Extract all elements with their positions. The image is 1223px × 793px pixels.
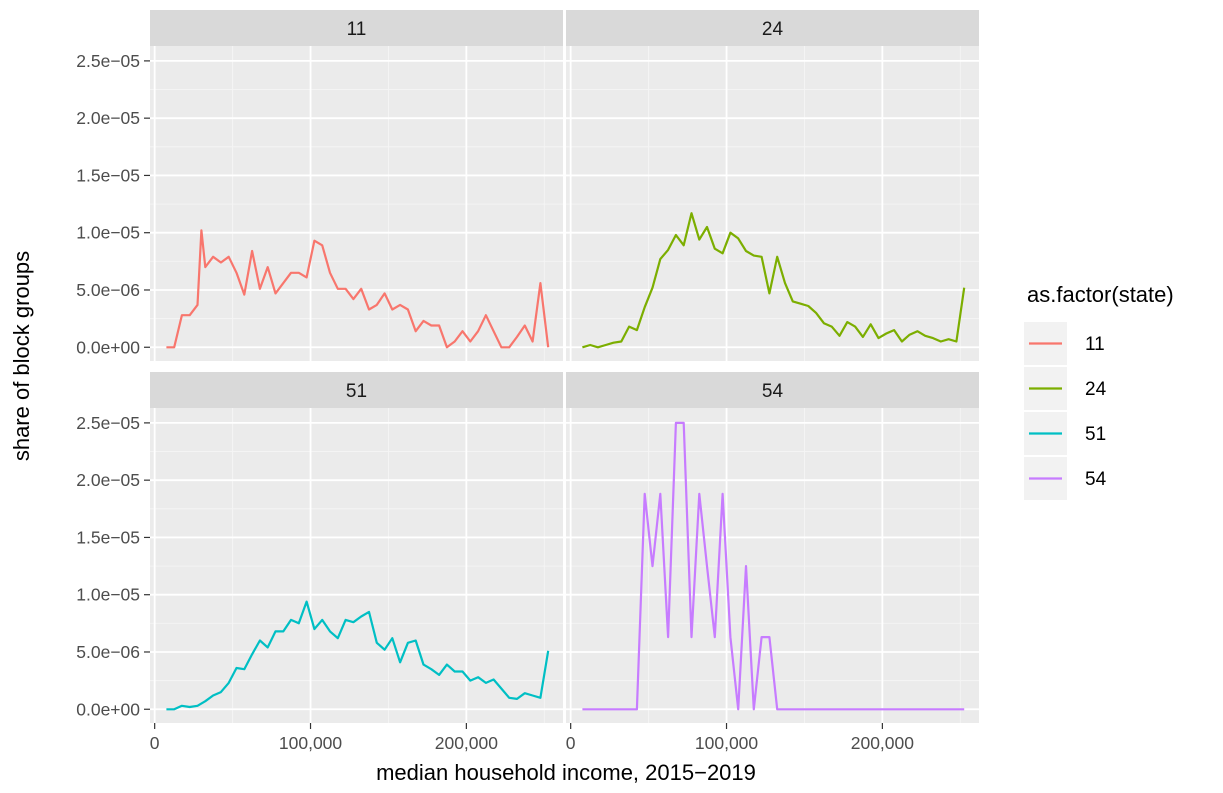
y-tick-label: 0.0e+00 bbox=[76, 699, 140, 719]
legend: as.factor(state) 11 24 51 54 bbox=[1024, 282, 1174, 500]
panel-background bbox=[150, 46, 563, 361]
legend-title: as.factor(state) bbox=[1027, 282, 1174, 307]
panel-24: 24 bbox=[566, 10, 979, 361]
y-tick-label: 2.0e−05 bbox=[76, 470, 140, 490]
x-tick-label: 0 bbox=[150, 733, 160, 753]
panel-51: 51 0.0e+00 5.0e−06 1.0e−05 1.5e−05 2.0e−05 2.5… bbox=[76, 372, 563, 753]
x-tick-label: 100,000 bbox=[695, 733, 759, 753]
x-tick-label: 100,000 bbox=[279, 733, 343, 753]
y-tick-label: 2.5e−05 bbox=[76, 51, 140, 71]
facet-strip bbox=[566, 10, 979, 46]
x-tick-label: 0 bbox=[566, 733, 576, 753]
y-tick-label: 1.5e−05 bbox=[76, 527, 140, 547]
legend-label: 11 bbox=[1085, 334, 1105, 355]
legend-label: 54 bbox=[1085, 469, 1107, 490]
panel-background bbox=[150, 408, 563, 723]
facet-strip-label: 11 bbox=[347, 19, 367, 40]
y-tick-label: 0.0e+00 bbox=[76, 337, 140, 357]
series-line-54 bbox=[582, 421, 965, 711]
facet-strip-label: 51 bbox=[346, 381, 367, 402]
y-tick-label: 1.5e−05 bbox=[76, 165, 140, 185]
y-tick-label: 5.0e−06 bbox=[76, 280, 140, 300]
y-tick-label: 1.0e−05 bbox=[76, 585, 140, 605]
facet-strip-label: 24 bbox=[762, 19, 784, 40]
x-tick-label: 200,000 bbox=[435, 733, 499, 753]
facet-panels: 11 0.0e+00 5.0e−06 1.0e−05 1.5e−05 2.0e−05 2.5… bbox=[76, 10, 979, 753]
y-axis-label: share of block groups bbox=[9, 251, 34, 461]
facet-strip-label: 54 bbox=[762, 381, 784, 402]
y-tick-label: 1.0e−05 bbox=[76, 223, 140, 243]
y-tick-label: 2.0e−05 bbox=[76, 108, 140, 128]
facet-strip bbox=[150, 10, 563, 46]
x-tick-label: 200,000 bbox=[851, 733, 915, 753]
panel-11: 11 0.0e+00 5.0e−06 1.0e−05 1.5e−05 2.0e−05 2.5… bbox=[76, 10, 563, 361]
series-line-51 bbox=[166, 600, 550, 711]
legend-item-51: 51 bbox=[1024, 412, 1106, 455]
series-line-24 bbox=[582, 212, 966, 349]
legend-item-11: 11 bbox=[1024, 322, 1105, 365]
legend-label: 24 bbox=[1085, 379, 1107, 400]
y-tick-label: 2.5e−05 bbox=[76, 413, 140, 433]
legend-item-24: 24 bbox=[1024, 367, 1107, 410]
x-axis-label: median household income, 2015−2019 bbox=[376, 760, 756, 785]
legend-label: 51 bbox=[1085, 424, 1106, 445]
facet-strip bbox=[566, 372, 979, 408]
panel-54: 54 0 100,000 200,000 bbox=[566, 372, 979, 753]
facet-strip bbox=[150, 372, 563, 408]
y-tick-label: 5.0e−06 bbox=[76, 642, 140, 662]
panel-background bbox=[566, 46, 979, 361]
series-line-11 bbox=[166, 229, 550, 349]
legend-item-54: 54 bbox=[1024, 457, 1107, 500]
